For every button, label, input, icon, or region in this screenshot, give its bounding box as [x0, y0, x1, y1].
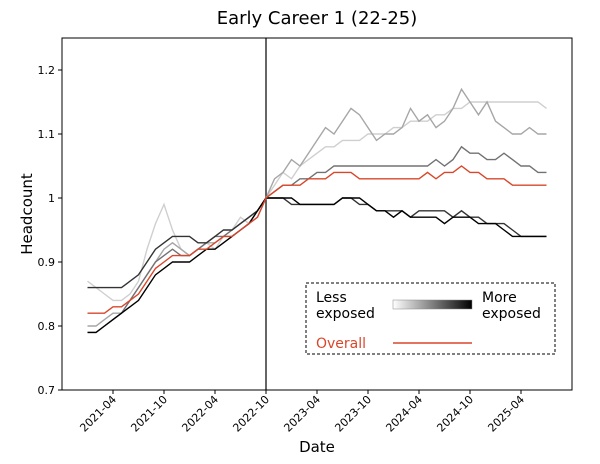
legend-high-label: More exposed: [482, 290, 541, 322]
legend-gradient: [392, 299, 473, 310]
legend-box: [305, 282, 556, 355]
y-tick-label: 1.2: [38, 64, 56, 77]
series-line: [87, 197, 547, 334]
y-tick-label: 0.7: [38, 384, 56, 397]
x-tick-label: 2021-04: [77, 393, 119, 435]
x-tick-label: 2024-04: [383, 393, 425, 435]
legend-low-label: Less exposed: [316, 290, 375, 322]
x-tick-label: 2025-04: [485, 393, 527, 435]
x-tick-label: 2022-10: [230, 393, 272, 435]
x-tick-label: 2022-04: [179, 393, 221, 435]
y-tick-label: 0.8: [38, 320, 56, 333]
y-tick-label: 1: [48, 192, 55, 205]
x-tick-label: 2023-10: [332, 393, 374, 435]
x-tick-label: 2024-10: [434, 393, 476, 435]
y-tick-label: 0.9: [38, 256, 56, 269]
series-line: [87, 101, 547, 302]
series-line: [87, 145, 547, 334]
series-line: [87, 87, 547, 327]
chart-title: Early Career 1 (22-25): [217, 8, 418, 29]
series-line: [87, 165, 547, 314]
legend-label: Overall: [316, 336, 366, 352]
x-tick-label: 2023-04: [281, 393, 323, 435]
y-tick-label: 1.1: [38, 128, 56, 141]
x-axis-title: Date: [299, 438, 335, 456]
y-axis-title: Headcount: [18, 173, 36, 255]
x-tick-label: 2021-10: [128, 393, 170, 435]
